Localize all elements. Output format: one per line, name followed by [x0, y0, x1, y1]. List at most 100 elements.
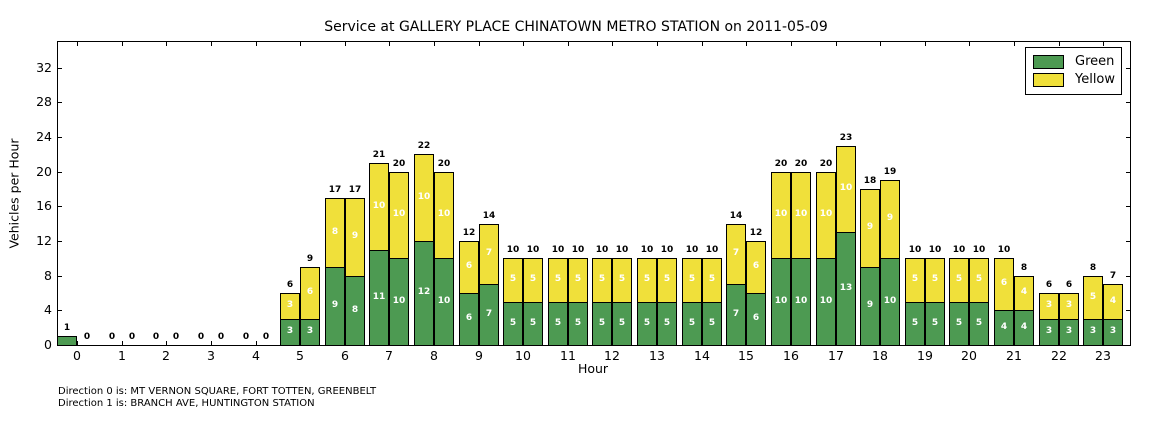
y-tick-mark-right: [1126, 102, 1130, 103]
x-tick-label: 11: [560, 348, 576, 363]
y-tick-mark-left: [58, 206, 62, 207]
yellow-segment-value-label: 3: [286, 300, 294, 310]
y-tick-mark-left: [58, 68, 62, 69]
yellow-segment-value-label: 6: [752, 261, 760, 271]
x-tick-label: 15: [738, 348, 754, 363]
bar-total-label: 10: [997, 245, 1011, 255]
yellow-segment-value-label: 5: [529, 274, 537, 284]
plot-spine-right: [1130, 41, 1131, 346]
x-tick-mark-top: [434, 42, 435, 46]
bar-total-label: 17: [328, 185, 342, 195]
yellow-segment-value-label: 5: [663, 274, 671, 284]
bar-yellow-segment: [414, 154, 434, 242]
bar-total-label: 20: [437, 159, 451, 169]
bar-yellow-segment: [637, 258, 657, 303]
bar-total-label: 20: [794, 159, 808, 169]
bar-yellow-segment: [657, 258, 677, 303]
x-tick-label: 13: [649, 348, 665, 363]
green-segment-value-label: 4: [1020, 322, 1028, 332]
bar-total-label: 18: [863, 176, 877, 186]
bar-total-label: 20: [819, 159, 833, 169]
y-tick-label: 16: [36, 198, 52, 213]
yellow-segment-value-label: 5: [955, 274, 963, 284]
green-segment-value-label: 5: [618, 318, 626, 328]
x-tick-label: 22: [1051, 348, 1067, 363]
green-segment-value-label: 5: [509, 318, 517, 328]
y-tick-mark-right: [1126, 137, 1130, 138]
yellow-segment-value-label: 3: [1045, 300, 1053, 310]
y-tick-mark-right: [1126, 68, 1130, 69]
y-tick-label: 8: [44, 268, 52, 283]
yellow-segment-value-label: 10: [794, 209, 808, 219]
y-tick-label: 20: [36, 164, 52, 179]
bar-total-label: 1: [63, 323, 71, 333]
green-segment-value-label: 5: [708, 318, 716, 328]
yellow-segment-value-label: 7: [732, 248, 740, 258]
bar-total-label: 10: [526, 245, 540, 255]
bar-total-label: 10: [972, 245, 986, 255]
bar-total-label: 0: [108, 332, 116, 342]
x-tick-label: 19: [917, 348, 933, 363]
bar-yellow-segment: [280, 293, 300, 320]
bar-yellow-segment: [434, 172, 454, 259]
green-segment-value-label: 5: [643, 318, 651, 328]
bar-yellow-segment: [459, 241, 479, 294]
yellow-segment-value-label: 10: [372, 201, 386, 211]
yellow-segment-value-label: 5: [911, 274, 919, 284]
legend-entry: Yellow: [1033, 71, 1121, 89]
bar-total-label: 10: [506, 245, 520, 255]
bar-yellow-segment: [592, 258, 612, 303]
green-segment-value-label: 7: [485, 309, 493, 319]
bar-total-label: 17: [348, 185, 362, 195]
green-segment-value-label: 3: [1065, 326, 1073, 336]
yellow-segment-value-label: 10: [839, 183, 853, 193]
chart-title: Service at GALLERY PLACE CHINATOWN METRO…: [324, 19, 828, 35]
yellow-segment-value-label: 10: [392, 209, 406, 219]
green-segment-value-label: 13: [839, 283, 853, 293]
x-tick-label: 14: [694, 348, 710, 363]
x-tick-mark-bottom: [211, 341, 212, 345]
x-tick-label: 7: [385, 348, 393, 363]
x-axis-label: Hour: [577, 361, 609, 376]
bar-yellow-segment: [880, 180, 900, 259]
bar-yellow-segment: [791, 172, 811, 259]
x-tick-label: 12: [604, 348, 620, 363]
bar-yellow-segment: [389, 172, 409, 259]
bar-total-label: 10: [640, 245, 654, 255]
x-tick-mark-bottom: [256, 341, 257, 345]
bar-total-label: 0: [197, 332, 205, 342]
legend-entry: Green: [1033, 53, 1121, 71]
yellow-segment-value-label: 9: [866, 222, 874, 232]
green-segment-value-label: 10: [883, 296, 897, 306]
green-segment-value-label: 9: [331, 300, 339, 310]
x-tick-label: 2: [162, 348, 170, 363]
x-tick-mark-top: [791, 42, 792, 46]
bar-total-label: 10: [595, 245, 609, 255]
direction-1-note: Direction 1 is: BRANCH AVE, HUNTINGTON S…: [58, 398, 315, 409]
x-tick-mark-top: [300, 42, 301, 46]
bar-total-label: 10: [908, 245, 922, 255]
yellow-segment-value-label: 10: [437, 209, 451, 219]
green-segment-value-label: 12: [417, 287, 431, 297]
yellow-segment-value-label: 10: [417, 192, 431, 202]
x-tick-label: 16: [783, 348, 799, 363]
legend-entry-label: Yellow: [1075, 72, 1116, 87]
bar-total-label: 9: [306, 254, 314, 264]
bar-total-label: 6: [286, 280, 294, 290]
yellow-segment-value-label: 5: [618, 274, 626, 284]
bar-yellow-segment: [1059, 293, 1079, 320]
yellow-segment-value-label: 3: [1065, 300, 1073, 310]
green-segment-value-label: 10: [392, 296, 406, 306]
x-tick-label: 10: [515, 348, 531, 363]
bar-yellow-segment: [949, 258, 969, 303]
x-tick-mark-top: [211, 42, 212, 46]
bar-total-label: 19: [883, 167, 897, 177]
x-tick-label: 8: [430, 348, 438, 363]
x-tick-mark-top: [1103, 42, 1104, 46]
yellow-segment-value-label: 5: [688, 274, 696, 284]
bar-total-label: 10: [685, 245, 699, 255]
bar-total-label: 23: [839, 133, 853, 143]
x-tick-mark-top: [389, 42, 390, 46]
y-tick-mark-left: [58, 172, 62, 173]
